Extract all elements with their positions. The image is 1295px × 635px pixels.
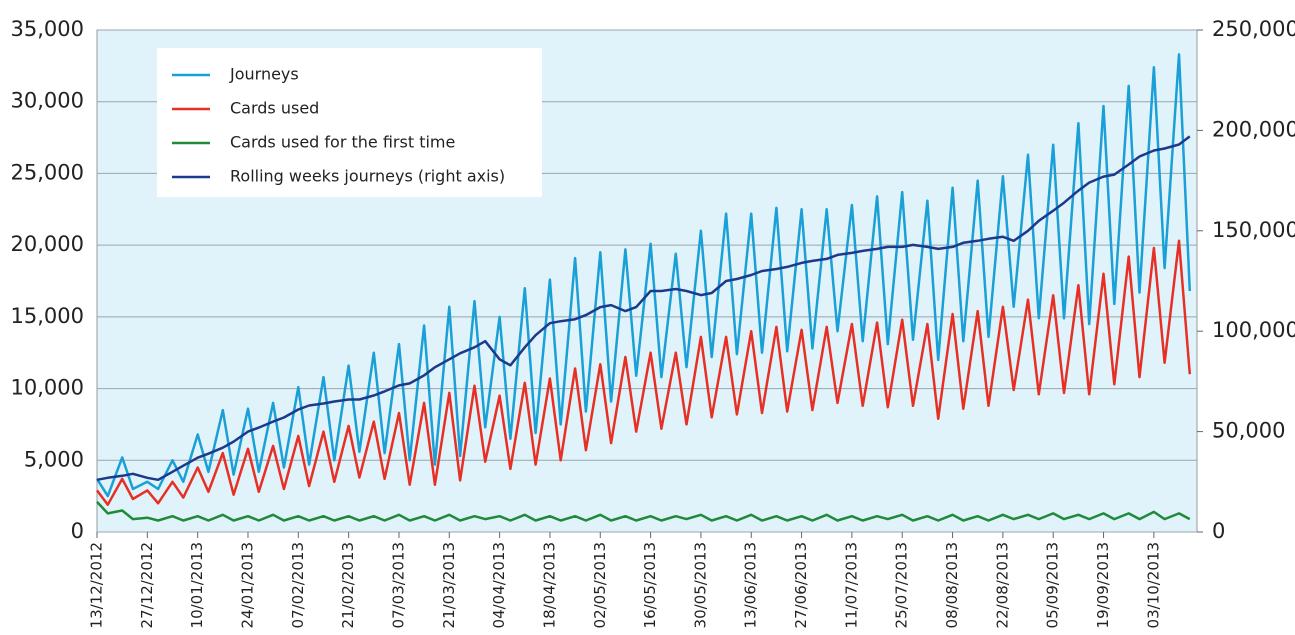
y-tick-label: 15,000 [11, 304, 84, 328]
y-tick-label: 25,000 [11, 160, 84, 184]
x-tick-label: 10/01/2013 [188, 542, 206, 628]
legend-items: Journeys Cards used Cards used for the fir… [172, 65, 505, 186]
x-tick-label: 16/05/2013 [641, 542, 659, 628]
x-tick-label: 21/02/2013 [339, 542, 357, 628]
x-tick-label: 19/09/2013 [1094, 542, 1112, 628]
y2-tick-label: 50,000 [1212, 419, 1285, 443]
y2-tick-label: 0 [1212, 519, 1225, 543]
x-tick-label: 05/09/2013 [1044, 542, 1062, 628]
x-tick-label: 24/01/2013 [238, 542, 256, 628]
legend-label: Cards used for the first time [230, 133, 455, 152]
series-line [95, 53, 1192, 498]
y-tick-label: 20,000 [11, 232, 84, 256]
y2-tick-label: 250,000 [1212, 17, 1295, 41]
x-tick-label: 02/05/2013 [591, 542, 609, 628]
x-tick-label: 03/10/2013 [1144, 542, 1162, 628]
legend [157, 48, 542, 197]
x-tick-label: 08/08/2013 [943, 542, 961, 628]
lines [95, 53, 1192, 522]
y-tick-label: 0 [71, 519, 84, 543]
y-tick-label: 35,000 [11, 17, 84, 41]
x-tick-label: 21/03/2013 [440, 542, 458, 628]
y2-tick-label: 150,000 [1212, 218, 1295, 242]
y-tick-label: 10,000 [11, 376, 84, 400]
y-tick-label: 30,000 [11, 89, 84, 113]
x-tick-label: 11/07/2013 [842, 542, 860, 628]
grid [97, 29, 1197, 533]
legend-label: Journeys [229, 65, 299, 84]
x-tick-label: 07/03/2013 [389, 542, 407, 628]
x-tick-label: 07/02/2013 [289, 542, 307, 628]
x-tick-label: 25/07/2013 [893, 542, 911, 628]
legend-label: Rolling weeks journeys (right axis) [230, 167, 505, 186]
x-tick-label: 22/08/2013 [993, 542, 1011, 628]
x-tick-label: 13/12/2012 [88, 542, 106, 628]
y2-tick-label: 100,000 [1212, 318, 1295, 342]
series-line [96, 501, 1191, 522]
y2-tick-label: 200,000 [1212, 117, 1295, 141]
legend-label: Cards used [230, 99, 319, 118]
series-line [96, 135, 1191, 482]
x-tick-label: 04/04/2013 [490, 542, 508, 628]
x-tick-label: 18/04/2013 [540, 542, 558, 628]
series-line [96, 239, 1192, 506]
x-tick-label: 13/06/2013 [742, 542, 760, 628]
x-tick-label: 27/06/2013 [792, 542, 810, 628]
y-tick-label: 5,000 [24, 447, 84, 471]
x-tick-label: 27/12/2012 [138, 542, 156, 628]
x-tick-label: 30/05/2013 [691, 542, 709, 628]
